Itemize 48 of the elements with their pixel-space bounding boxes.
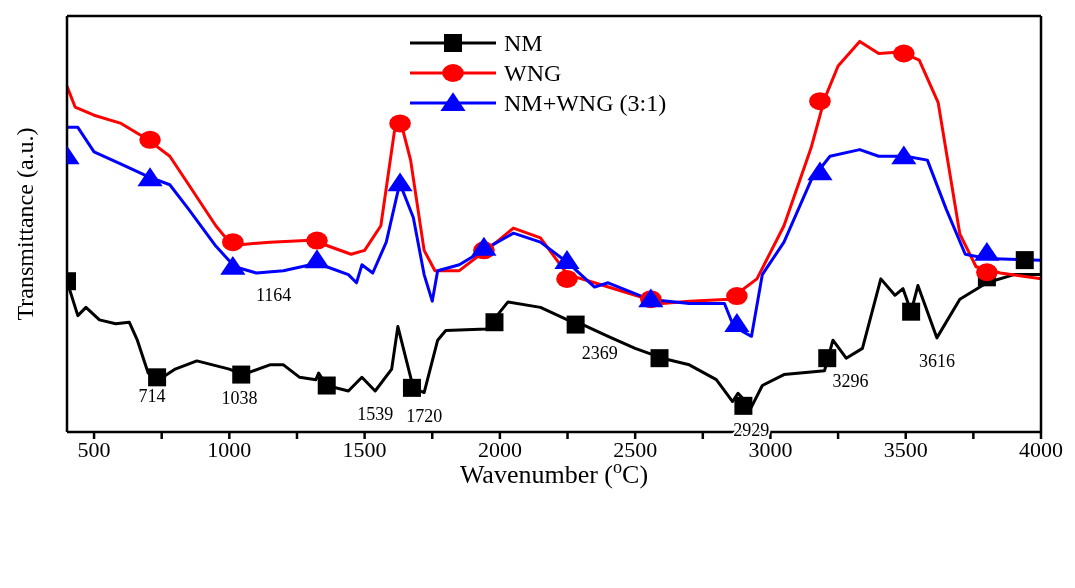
point — [389, 114, 411, 133]
point — [902, 302, 921, 321]
point — [139, 130, 161, 149]
point — [566, 315, 585, 334]
legend-label: NM+WNG (3:1) — [504, 89, 667, 117]
point — [232, 365, 251, 384]
point — [724, 313, 750, 332]
point — [148, 368, 167, 387]
point — [650, 349, 669, 368]
x-tick-label: 3500 — [883, 436, 928, 462]
annotation: 1539 — [357, 403, 394, 424]
annotation: 714 — [138, 386, 166, 407]
y-axis-title: Transmittance (a.u.) — [12, 127, 38, 321]
x-tick-label: 3000 — [748, 436, 793, 462]
point — [306, 231, 328, 250]
annotation: 1038 — [221, 387, 258, 408]
legend-label: NM — [504, 29, 543, 57]
point — [974, 241, 1000, 261]
point — [556, 269, 578, 288]
point — [304, 249, 330, 269]
point — [485, 313, 504, 332]
point — [1015, 251, 1034, 270]
x-tick-label: 1500 — [342, 436, 387, 462]
point — [220, 255, 246, 275]
point — [734, 396, 753, 415]
point — [726, 287, 748, 306]
point — [471, 236, 497, 256]
legend-label: WNG — [504, 59, 562, 87]
point — [137, 167, 163, 187]
point — [402, 378, 421, 397]
point — [222, 233, 244, 252]
point — [387, 172, 413, 192]
x-tick-label: 500 — [77, 436, 111, 462]
annotation: 3296 — [832, 370, 869, 391]
x-tick-label: 1000 — [207, 436, 252, 462]
annotation: 3616 — [919, 350, 956, 371]
annotation: 1720 — [406, 405, 443, 426]
point — [317, 376, 336, 395]
point — [807, 161, 833, 181]
annotation: 1164 — [256, 284, 292, 305]
annotation: 2369 — [581, 343, 618, 364]
point — [809, 92, 831, 111]
point — [554, 250, 580, 270]
point — [976, 263, 998, 282]
x-tick-label: 4000 — [1019, 436, 1063, 462]
point — [891, 145, 917, 165]
point — [893, 44, 915, 63]
point — [818, 349, 837, 368]
